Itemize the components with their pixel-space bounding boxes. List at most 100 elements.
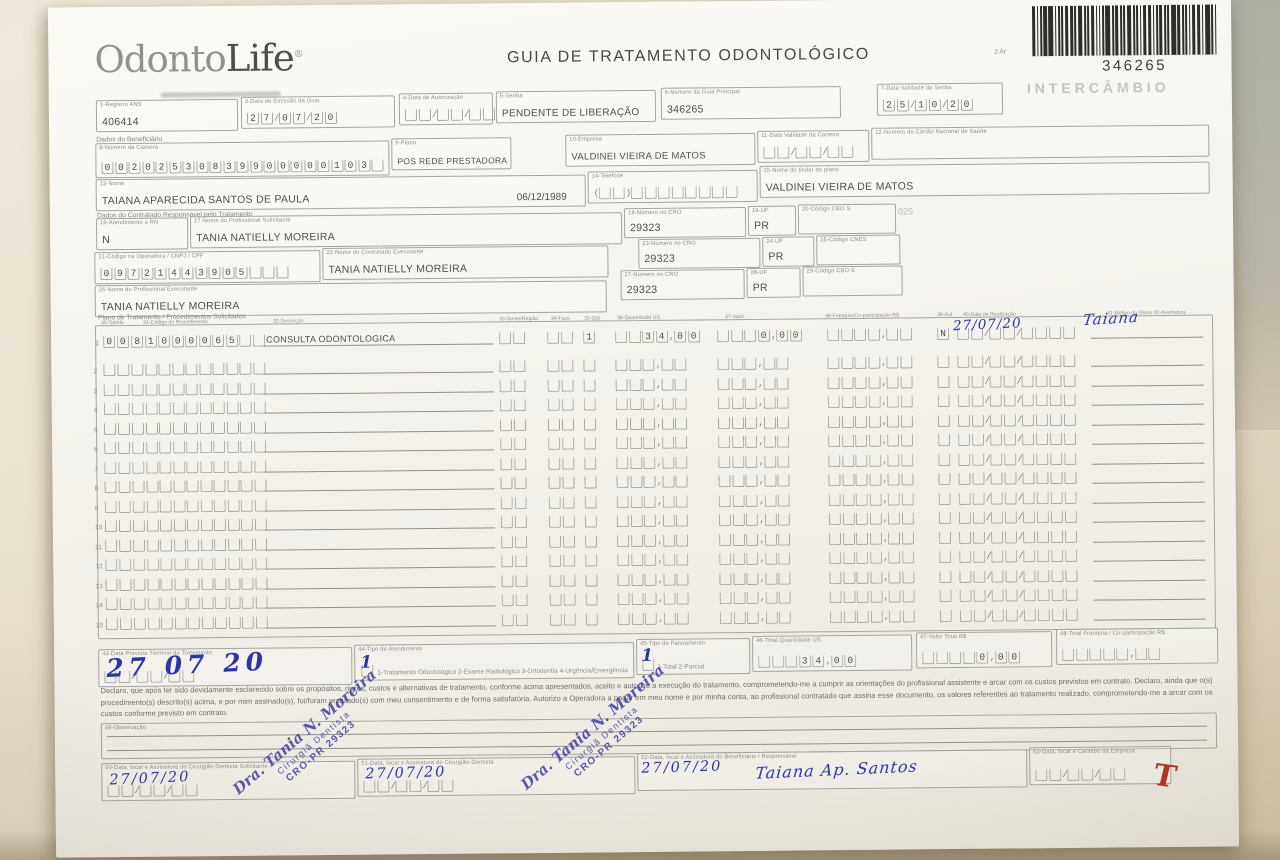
- blank-cells: [131, 382, 267, 396]
- separator: ,: [758, 436, 765, 447]
- blank-line: [1092, 520, 1205, 523]
- digit-cell: [827, 357, 840, 370]
- digit-cell: [745, 455, 758, 468]
- digit-cell: [661, 436, 674, 449]
- field-data-autorizacao: 4-Data de Autorização / /: [398, 92, 495, 126]
- digit-cell: 0: [103, 336, 116, 349]
- blank-line: [1092, 442, 1205, 445]
- glosa-cells: [1049, 326, 1076, 340]
- digit-cell: [440, 779, 453, 792]
- digit-cell: [147, 617, 160, 630]
- separator: ,: [658, 593, 664, 604]
- blank-cells: [1051, 608, 1079, 621]
- digit-cell: [1003, 413, 1016, 427]
- blank-cells: / /: [957, 374, 1049, 388]
- form-title: GUIA DE TRATAMENTO ODONTOLÓGICO: [506, 45, 870, 67]
- digit-cell: [1023, 589, 1036, 602]
- digit-cell: [226, 421, 239, 434]
- digit-cell: [731, 377, 744, 390]
- digit-cell: 3: [642, 330, 655, 344]
- blank-cells: / /: [959, 530, 1050, 544]
- blank-line: [1092, 481, 1205, 484]
- digit-cell: [957, 355, 970, 368]
- digit-cell: [117, 402, 130, 416]
- digit-cell: 3: [194, 267, 208, 280]
- digit-cell: [171, 363, 184, 376]
- digit-cell: [104, 461, 117, 474]
- blank-cells: [547, 359, 574, 372]
- digit-cell: [643, 456, 656, 469]
- digit-cell: [241, 577, 254, 590]
- row-number: 14: [95, 602, 103, 610]
- digit-cell: [900, 434, 913, 447]
- digit-cell: [513, 477, 527, 490]
- digit-cell: [971, 375, 984, 388]
- digit-cell: [868, 395, 881, 408]
- field-label: 13-Nome: [99, 180, 125, 187]
- separator: ,: [657, 574, 664, 585]
- blank-cells: [103, 402, 131, 416]
- digit-cell: [661, 378, 674, 391]
- separator: ,: [760, 612, 766, 623]
- field-label: 8-Número da Carteira: [99, 144, 159, 151]
- blank-cells: [939, 609, 954, 622]
- blank-cells: ,: [719, 591, 793, 605]
- digit-cell: [117, 422, 130, 435]
- logo-part1: Odonto: [94, 36, 226, 82]
- digit-cell: [957, 394, 970, 407]
- digit-cell: 2: [946, 98, 959, 112]
- field-empresa: 10-Empresa VALDINEI VIEIRA DE MATOS: [565, 132, 756, 167]
- blank-cells: ,: [828, 512, 915, 526]
- digit-cell: [959, 531, 972, 544]
- field-telefone: 14-Telefone (): [587, 169, 758, 204]
- col-header-quantidade-us: 36-Quantidade US: [616, 314, 661, 321]
- digit-cell: [145, 461, 158, 474]
- digit-cell: [514, 516, 527, 529]
- blank-cells: [1051, 549, 1078, 563]
- digit-cell: [842, 551, 855, 565]
- digit-cell: 4: [812, 655, 825, 668]
- digit-cell: [132, 519, 145, 532]
- digit-cell: [363, 780, 376, 793]
- field-uf-executante: 28-UF PR: [746, 267, 801, 299]
- digit-cell: [214, 597, 227, 610]
- digit-cell: [617, 573, 630, 586]
- digit-cell: [119, 617, 132, 630]
- blank-cells: ,: [617, 573, 690, 586]
- digit-cell: [395, 780, 408, 793]
- blank-cells: ,: [828, 473, 914, 487]
- digit-cell: [560, 331, 573, 344]
- digit-cell: [118, 558, 131, 572]
- digit-cell: [973, 609, 986, 622]
- digit-cell: [939, 609, 952, 622]
- digit-cell: [562, 554, 575, 567]
- digit-cell: [972, 511, 985, 524]
- digit-cell: [1005, 608, 1018, 622]
- digit-cell: [549, 613, 562, 626]
- digit-cell: [776, 146, 789, 159]
- digit-cell: [828, 513, 841, 526]
- digit-cell: [184, 784, 198, 797]
- digit-cell: [617, 554, 630, 567]
- blank-cells: ,: [719, 572, 792, 585]
- digit-cell: [482, 108, 495, 121]
- digit-cell: [644, 534, 657, 547]
- digit-cell: [547, 418, 561, 431]
- blank-cells: ,: [615, 378, 689, 391]
- digit-cell: [989, 414, 1003, 427]
- digit-cell: [938, 492, 951, 505]
- digit-cell: [675, 475, 688, 488]
- digit-cell: [186, 519, 199, 532]
- barcode-bar: [1036, 6, 1039, 57]
- blank-cells: ,: [617, 534, 690, 547]
- blank-cells: ,: [718, 513, 792, 527]
- digit-cell: [661, 456, 674, 469]
- digit-cell: [841, 395, 854, 409]
- field-cro-contratado: 23-Número no CRO 29323: [638, 237, 761, 270]
- digit-cell: [731, 455, 744, 468]
- blank-cells: [501, 613, 529, 626]
- digit-cell: [868, 434, 881, 447]
- digit-cell: [227, 538, 240, 551]
- digit-cell: [1005, 589, 1018, 602]
- field-label: 20-Código CBO S: [801, 206, 851, 213]
